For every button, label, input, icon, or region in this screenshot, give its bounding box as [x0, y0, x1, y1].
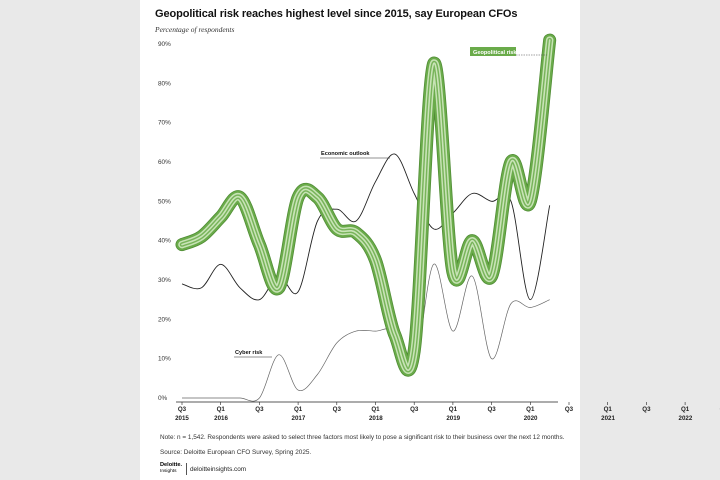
x-quarter-label: Q1 [526, 406, 535, 413]
cyber-risk-line [182, 263, 550, 402]
geopolitical-risk-line [176, 34, 556, 376]
x-axis: Q3Q1Q3Q1Q3Q1Q3Q1Q3Q1Q3Q1Q3Q1Q3Q1Q3Q12015… [175, 401, 720, 422]
geopolitical-label-box [470, 47, 516, 56]
geopolitical-risk-outline [175, 33, 557, 377]
y-tick-label: 80% [158, 80, 171, 87]
x-year-label: 2018 [369, 415, 383, 422]
x-quarter-label: Q3 [178, 406, 187, 413]
x-quarter-label: Q1 [604, 406, 613, 413]
y-tick-label: 0% [158, 395, 168, 402]
y-tick-label: 40% [158, 238, 171, 245]
chart-note: Note: n = 1,542. Respondents were asked … [160, 434, 565, 441]
x-quarter-label: Q3 [487, 406, 496, 413]
series-labels: Geopolitical risk Economic outlook Cyber r… [234, 47, 547, 358]
geopolitical-risk-strand [181, 39, 551, 371]
y-axis: 0% 10% 20% 30% 40% 50% 60% 70% 80% 90% [158, 41, 171, 402]
x-quarter-label: Q3 [333, 406, 342, 413]
site-link[interactable]: deloitteinsights.com [190, 466, 247, 473]
x-quarter-label: Q3 [255, 406, 264, 413]
chart-source: Source: Deloitte European CFO Survey, Sp… [160, 449, 312, 456]
geopolitical-risk-strand [178, 36, 554, 374]
y-tick-label: 60% [158, 159, 171, 166]
brand-name: Deloitte. [160, 462, 183, 468]
x-year-label: 2020 [524, 415, 538, 422]
y-tick-label: 30% [158, 277, 171, 284]
chart-subtitle: Percentage of respondents [155, 25, 235, 34]
geopolitical-risk-strand [179, 37, 552, 373]
y-tick-label: 20% [158, 316, 171, 323]
x-quarter-label: Q3 [565, 406, 574, 413]
x-quarter-label: Q3 [410, 406, 419, 413]
x-year-label: 2021 [601, 415, 615, 422]
x-year-label: 2015 [175, 415, 189, 422]
brand-divider [186, 463, 187, 475]
x-quarter-label: Q1 [681, 406, 690, 413]
y-tick-label: 70% [158, 120, 171, 127]
chart-title: Geopolitical risk reaches highest level … [155, 8, 518, 20]
deloitte-logo: Deloitte. Insights [160, 462, 183, 474]
x-year-label: 2016 [214, 415, 228, 422]
x-quarter-label: Q1 [449, 406, 458, 413]
x-year-label: 2019 [446, 415, 460, 422]
cyber-label: Cyber risk [235, 350, 263, 356]
y-tick-label: 90% [158, 41, 171, 48]
brand-sub: Insights [160, 468, 177, 474]
x-quarter-label: Q3 [642, 406, 651, 413]
x-quarter-label: Q1 [371, 406, 380, 413]
x-year-label: 2017 [292, 415, 306, 422]
x-quarter-label: Q1 [294, 406, 303, 413]
x-quarter-label: Q1 [217, 406, 226, 413]
y-tick-label: 10% [158, 356, 171, 363]
economic-outlook-line [181, 153, 551, 301]
x-year-label: 2022 [679, 415, 693, 422]
y-tick-label: 50% [158, 198, 171, 205]
geopolitical-label: Geopolitical risk [473, 50, 517, 56]
economic-label: Economic outlook [321, 151, 370, 157]
series-lines [175, 33, 557, 402]
